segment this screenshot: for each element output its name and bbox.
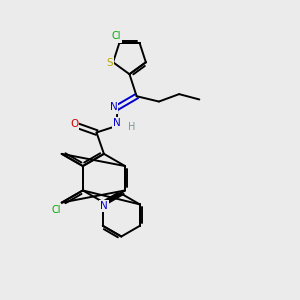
Text: N: N: [110, 103, 117, 112]
Text: O: O: [70, 118, 78, 128]
Text: Cl: Cl: [51, 205, 61, 215]
Text: S: S: [106, 58, 113, 68]
Text: H: H: [128, 122, 136, 132]
Text: N: N: [113, 118, 121, 128]
Text: N: N: [100, 201, 108, 211]
Text: Cl: Cl: [112, 32, 121, 41]
